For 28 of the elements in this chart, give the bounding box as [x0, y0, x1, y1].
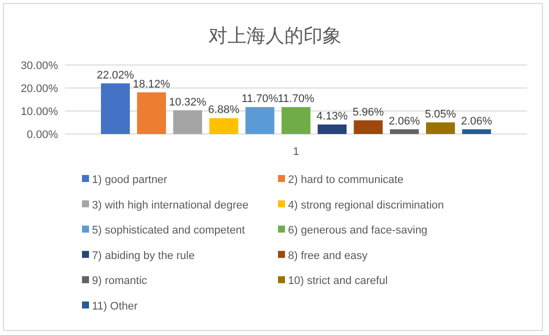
- title: 对上海人的印象: [208, 26, 342, 47]
- data-label: 10.32%: [168, 96, 206, 108]
- legend-label: 2) hard to communicate: [288, 174, 404, 186]
- legend-label: 6) generous and face-saving: [288, 224, 428, 237]
- legend-label: 7) abiding by the rule: [92, 250, 195, 262]
- legend-label: 4) strong regional discrimination: [288, 199, 444, 212]
- data-label: 18.12%: [132, 78, 170, 90]
- data-label: 11.70%: [242, 93, 278, 106]
- data-label: 2.06%: [461, 115, 492, 128]
- data-label: 4.13%: [316, 110, 348, 122]
- data-label: 5.05%: [424, 108, 456, 120]
- xtick: 1: [292, 146, 300, 158]
- legend-label: 5) sophisticated and competent: [92, 224, 245, 237]
- legend-label: 3) with high international degree: [92, 199, 249, 212]
- ytick: 20.00%: [20, 83, 58, 95]
- ytick: 10.00%: [20, 106, 58, 118]
- legend-label: 1) good partner: [92, 174, 168, 186]
- data-label: 5.96%: [352, 106, 384, 118]
- legend-label: 9) romantic: [92, 275, 148, 288]
- ytick: 30.00%: [20, 60, 58, 72]
- legend-label: 8) free and easy: [288, 250, 368, 262]
- data-label: 6.88%: [208, 104, 240, 116]
- data-label: 2.06%: [388, 115, 420, 128]
- ytick: 0.00%: [26, 129, 58, 141]
- legend-label: 11) Other: [92, 300, 138, 312]
- data-label: 22.02%: [96, 69, 134, 82]
- data-label: 11.70%: [278, 93, 314, 106]
- legend-label: 10) strict and careful: [288, 275, 388, 288]
